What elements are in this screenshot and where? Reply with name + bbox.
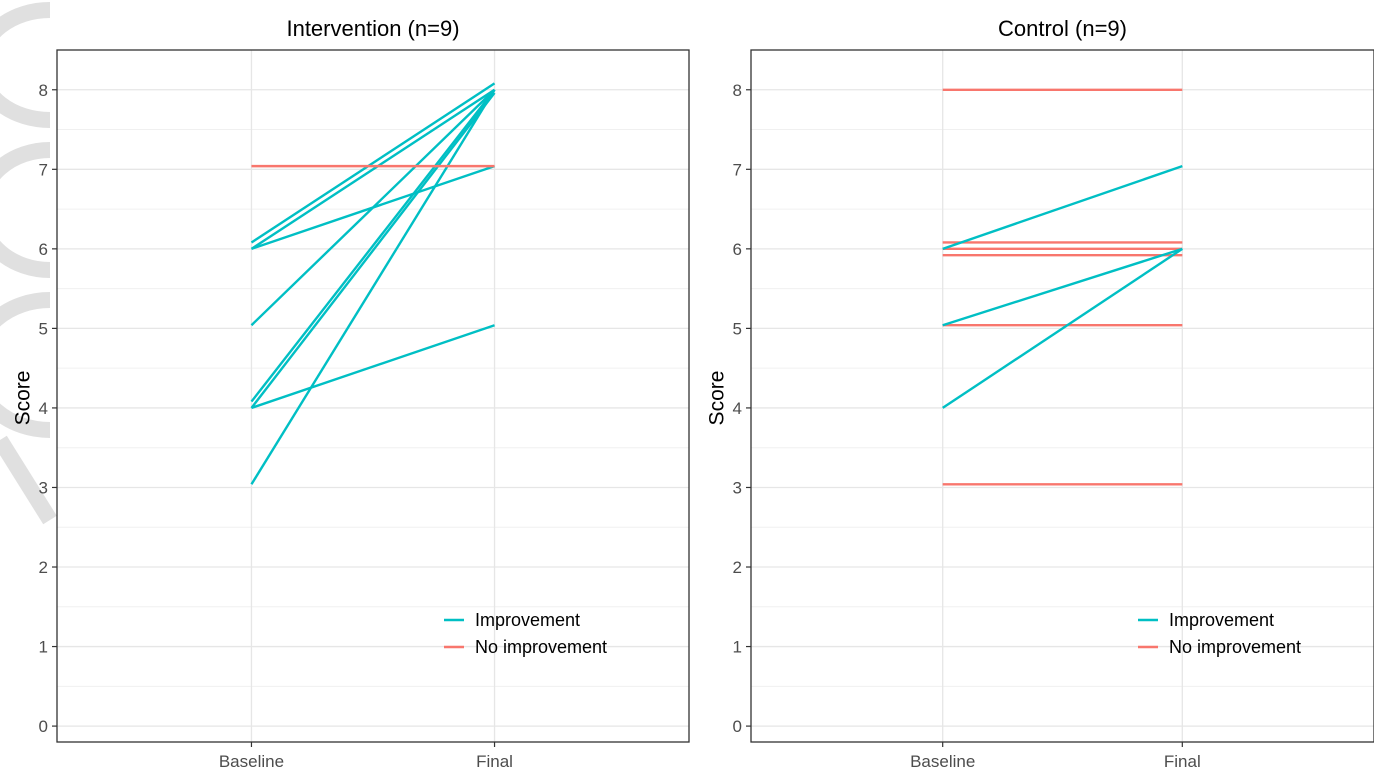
panel-title: Intervention (n=9) [286, 16, 459, 41]
series-line-6 [251, 324, 495, 410]
series-line-0 [250, 82, 496, 244]
legend: Improvement No improvement [1138, 610, 1301, 657]
legend: Improvement No improvement [444, 610, 607, 657]
legend-label: No improvement [475, 637, 607, 657]
y-axis-label: Score [705, 371, 728, 426]
y-tick-label: 5 [39, 319, 48, 338]
y-tick-label: 4 [39, 399, 48, 418]
y-tick-label: 6 [733, 240, 742, 259]
legend-label: Improvement [1169, 610, 1274, 630]
panel-title: Control (n=9) [998, 16, 1127, 41]
y-tick-label: 7 [39, 160, 48, 179]
series-line-6 [942, 164, 1183, 250]
y-tick-label: 0 [733, 717, 742, 736]
legend-label: No improvement [1169, 637, 1301, 657]
y-tick-label: 3 [733, 478, 742, 497]
series-line-7 [942, 247, 1183, 327]
series-line-8 [942, 247, 1183, 409]
chart-panel-0: 0 1 2 3 4 5 6 7 8 Baseline Final Intervention (n=9)… [11, 16, 690, 771]
legend-label: Improvement [475, 610, 580, 630]
y-tick-label: 5 [733, 319, 742, 338]
y-tick-label: 3 [39, 478, 48, 497]
x-tick-label: Baseline [219, 752, 284, 771]
x-tick-label: Final [476, 752, 513, 771]
y-tick-label: 8 [39, 81, 48, 100]
plot-background [751, 50, 1374, 742]
y-tick-label: 0 [39, 717, 48, 736]
y-tick-label: 4 [733, 399, 742, 418]
series-line-5 [250, 92, 496, 409]
y-tick-label: 2 [733, 558, 742, 577]
series-line-4 [250, 89, 496, 403]
series-line-7 [250, 89, 496, 485]
y-tick-label: 6 [39, 240, 48, 259]
y-tick-label: 1 [733, 638, 742, 657]
plot-border [56, 49, 690, 743]
chart-panel-1: 0 1 2 3 4 5 6 7 8 Baseline Final Control (n=9) Score… [705, 16, 1374, 771]
plot-border [750, 49, 1374, 743]
x-tick-label: Final [1164, 752, 1201, 771]
series-line-3 [250, 88, 496, 327]
y-tick-label: 1 [39, 638, 48, 657]
y-tick-label: 8 [733, 81, 742, 100]
y-axis-label: Score [11, 371, 34, 426]
y-tick-label: 2 [39, 558, 48, 577]
series-line-1 [250, 88, 496, 250]
y-tick-label: 7 [733, 160, 742, 179]
x-tick-label: Baseline [910, 752, 975, 771]
